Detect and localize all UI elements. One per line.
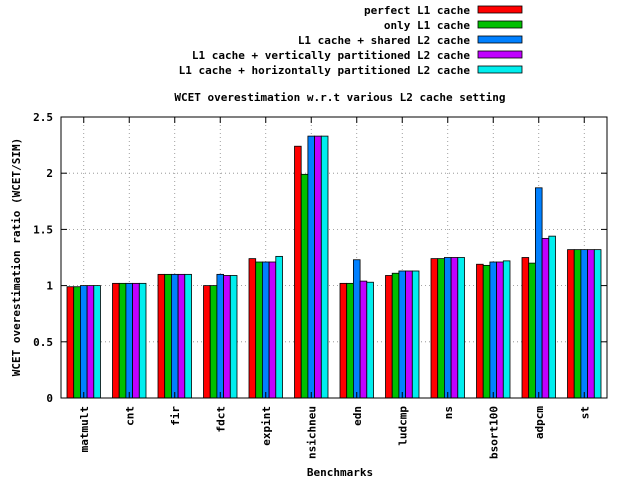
bar-chart: 0 0.5 1 1.5 2 2.5 matmult cnt fir fdct expint nsic… xyxy=(0,0,640,480)
bar xyxy=(458,258,465,399)
y-tick-label: 1 xyxy=(46,280,53,293)
x-tick-label: nsichneu xyxy=(305,406,318,459)
bar xyxy=(438,259,445,398)
x-axis-label: Benchmarks xyxy=(307,466,373,479)
bar xyxy=(276,256,283,398)
bar xyxy=(574,250,581,398)
bar xyxy=(139,283,146,398)
y-tick-label: 0.5 xyxy=(33,336,53,349)
bar xyxy=(262,262,269,398)
legend: perfect L1 cache only L1 cache L1 cache + … xyxy=(179,4,522,77)
bar xyxy=(113,283,120,398)
bar xyxy=(249,259,256,398)
x-tick-label: fdct xyxy=(214,406,227,433)
x-tick-label: st xyxy=(578,406,591,419)
bar xyxy=(406,271,413,398)
legend-swatch xyxy=(478,6,522,13)
bar xyxy=(347,283,354,398)
bar xyxy=(224,275,231,398)
bar xyxy=(80,286,87,398)
bar xyxy=(353,260,360,398)
bar xyxy=(522,258,529,399)
bar xyxy=(588,250,595,398)
x-tick-label: ludcmp xyxy=(396,406,409,446)
bar xyxy=(67,287,74,398)
bar xyxy=(503,261,510,398)
x-tick-label: matmult xyxy=(78,406,91,452)
x-tick-label: fir xyxy=(169,406,182,426)
bar xyxy=(594,250,601,398)
bar xyxy=(431,259,438,398)
bar xyxy=(568,250,575,398)
bar xyxy=(158,274,165,398)
legend-label: L1 cache + vertically partitioned L2 cac… xyxy=(192,49,471,62)
bar xyxy=(269,262,276,398)
y-axis-label: WCET overestimation ratio (WCET/SIM) xyxy=(10,138,23,376)
bars xyxy=(67,136,601,398)
bar xyxy=(581,250,588,398)
legend-swatch xyxy=(478,36,522,43)
bar xyxy=(367,282,374,398)
bar xyxy=(308,136,315,398)
bar xyxy=(178,274,185,398)
bar xyxy=(529,263,536,398)
bar xyxy=(87,286,94,398)
legend-label: perfect L1 cache xyxy=(364,4,470,17)
bar xyxy=(185,274,192,398)
bar xyxy=(483,265,490,398)
legend-label: L1 cache + horizontally partitioned L2 c… xyxy=(179,64,471,77)
bar xyxy=(119,283,126,398)
legend-swatch xyxy=(478,66,522,73)
bar xyxy=(230,275,237,398)
bar xyxy=(535,188,542,398)
bar xyxy=(165,274,172,398)
bar xyxy=(451,258,458,399)
bar xyxy=(94,286,101,398)
bar xyxy=(477,264,484,398)
bar xyxy=(256,262,263,398)
bar xyxy=(171,274,178,398)
bar xyxy=(399,271,406,398)
y-tick-label: 1.5 xyxy=(33,223,53,236)
bar xyxy=(210,286,217,398)
bar xyxy=(217,274,224,398)
bar xyxy=(295,146,302,398)
bar xyxy=(542,238,549,398)
x-tick-label: expint xyxy=(260,406,273,446)
legend-label: only L1 cache xyxy=(384,19,470,32)
bar xyxy=(340,283,347,398)
y-tick-label: 0 xyxy=(46,392,53,405)
bar xyxy=(549,236,556,398)
bar xyxy=(444,258,451,399)
bar xyxy=(386,275,393,398)
bar xyxy=(412,271,419,398)
bar xyxy=(497,262,504,398)
x-tick-label: cnt xyxy=(123,406,136,426)
bar xyxy=(126,283,133,398)
chart-title: WCET overestimation w.r.t various L2 cac… xyxy=(174,91,505,104)
legend-swatch xyxy=(478,21,522,28)
y-tick-label: 2.5 xyxy=(33,111,53,124)
bar xyxy=(204,286,211,398)
x-tick-label: edn xyxy=(351,406,364,426)
legend-swatch xyxy=(478,51,522,58)
bar xyxy=(360,281,367,398)
bar xyxy=(133,283,140,398)
bar xyxy=(321,136,328,398)
x-tick-label: ns xyxy=(442,406,455,419)
bar xyxy=(315,136,322,398)
bar xyxy=(301,174,308,398)
x-tick-label: adpcm xyxy=(533,406,546,439)
bar xyxy=(490,262,497,398)
y-tick-label: 2 xyxy=(46,167,53,180)
x-tick-label: bsort100 xyxy=(487,406,500,459)
bar xyxy=(74,287,81,398)
x-axis-ticks: matmult cnt fir fdct expint nsichneu edn ludcmp… xyxy=(78,117,592,459)
bar xyxy=(392,273,399,398)
legend-label: L1 cache + shared L2 cache xyxy=(298,34,471,47)
